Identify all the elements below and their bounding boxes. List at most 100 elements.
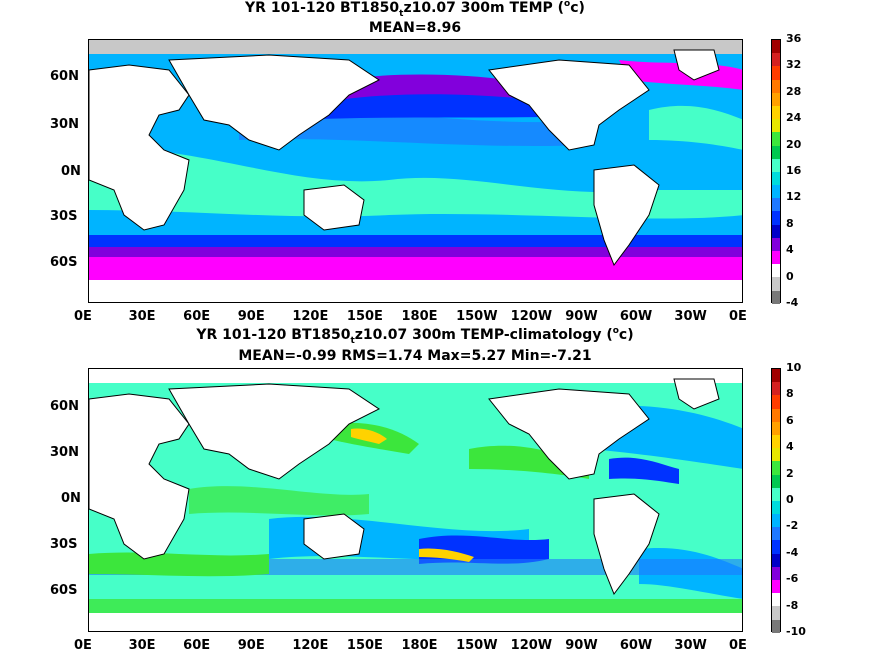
top-stats: MEAN=8.96 bbox=[368, 20, 462, 36]
colorbar-label: -4 bbox=[786, 296, 799, 309]
colorbar-label: 0 bbox=[786, 493, 794, 506]
colorbar-swatch bbox=[772, 211, 780, 225]
lon-label: 60E bbox=[183, 309, 211, 324]
colorbar-swatch bbox=[772, 145, 780, 159]
colorbar-swatch bbox=[772, 290, 780, 304]
lon-label: 90W bbox=[565, 638, 598, 653]
colorbar-swatch bbox=[772, 158, 780, 172]
top-lat-60n: 60N bbox=[50, 69, 79, 84]
top-lat-30n: 30N bbox=[50, 117, 79, 132]
top-lat-60s: 60S bbox=[50, 255, 78, 270]
bottom-lat-30n: 30N bbox=[50, 445, 79, 460]
colorbar-swatch bbox=[772, 448, 780, 462]
colorbar-swatch bbox=[772, 105, 780, 120]
colorbar-swatch bbox=[772, 40, 780, 54]
colorbar-label: 28 bbox=[786, 84, 802, 98]
lon-label: 30W bbox=[674, 309, 707, 324]
top-title: YR 101-120 BT1850tz10.07 300m TEMP (oc) bbox=[245, 0, 585, 19]
lon-label: 30E bbox=[128, 309, 156, 324]
colorbar-swatch bbox=[772, 92, 780, 106]
colorbar-label: 0 bbox=[786, 269, 794, 283]
colorbar-label: -2 bbox=[786, 519, 799, 533]
lon-label: 150W bbox=[456, 309, 498, 324]
colorbar-swatch bbox=[772, 119, 780, 133]
colorbar-label: -4 bbox=[786, 545, 799, 559]
colorbar-label: 8 bbox=[786, 216, 794, 230]
colorbar-swatch bbox=[772, 527, 780, 541]
lon-label: 120W bbox=[510, 638, 553, 653]
lon-label: 0E bbox=[729, 309, 747, 324]
colorbar-label: 24 bbox=[786, 111, 802, 125]
top-map bbox=[88, 39, 743, 303]
lon-label: 0E bbox=[74, 309, 92, 324]
colorbar-swatch bbox=[772, 500, 780, 515]
colorbar-swatch bbox=[772, 593, 780, 607]
top-lat-0n: 0N bbox=[61, 164, 81, 179]
lon-label: 120E bbox=[292, 638, 329, 653]
colorbar-label: -6 bbox=[786, 572, 799, 586]
lon-label: 150W bbox=[456, 638, 498, 653]
colorbar-swatch bbox=[772, 461, 780, 475]
colorbar-label: 12 bbox=[786, 190, 802, 204]
bottom-title: YR 101-120 BT1850tz10.07 300m TEMP-clima… bbox=[196, 326, 634, 346]
colorbar-swatch bbox=[772, 434, 780, 449]
top-colorbar bbox=[771, 39, 781, 304]
lon-label: 180E bbox=[401, 309, 438, 324]
colorbar-swatch bbox=[772, 395, 780, 409]
colorbar-swatch bbox=[772, 224, 780, 238]
colorbar-swatch bbox=[772, 408, 780, 422]
colorbar-swatch bbox=[772, 53, 780, 67]
colorbar-label: -10 bbox=[786, 625, 806, 638]
bottom-map bbox=[88, 368, 743, 632]
lon-label: 30E bbox=[128, 638, 156, 653]
colorbar-label: 20 bbox=[786, 137, 802, 151]
lon-label: 90W bbox=[565, 309, 598, 324]
colorbar-label: 6 bbox=[786, 413, 794, 427]
colorbar-swatch bbox=[772, 514, 780, 528]
colorbar-label: 32 bbox=[786, 58, 802, 72]
lon-label: 60E bbox=[183, 638, 211, 653]
lon-label: 60W bbox=[619, 638, 653, 653]
colorbar-swatch bbox=[772, 264, 780, 278]
colorbar-label: 10 bbox=[786, 361, 802, 374]
top-map-field bbox=[89, 40, 742, 302]
bottom-map-field bbox=[89, 369, 742, 631]
colorbar-swatch bbox=[772, 553, 780, 567]
colorbar-swatch bbox=[772, 606, 780, 620]
colorbar-swatch bbox=[772, 421, 780, 435]
lon-label: 120W bbox=[510, 309, 553, 324]
colorbar-label: 2 bbox=[786, 466, 794, 480]
colorbar-swatch bbox=[772, 66, 780, 80]
colorbar-swatch bbox=[772, 198, 780, 212]
colorbar-swatch bbox=[772, 171, 780, 186]
colorbar-swatch bbox=[772, 369, 780, 383]
colorbar-swatch bbox=[772, 79, 780, 93]
colorbar-label: -8 bbox=[786, 598, 799, 612]
colorbar-swatch bbox=[772, 132, 780, 146]
lon-label: 90E bbox=[237, 309, 265, 324]
lon-label: 60W bbox=[619, 309, 653, 324]
bottom-stats: MEAN=-0.99 RMS=1.74 Max=5.27 Min=-7.21 bbox=[238, 348, 592, 364]
lon-label: 30W bbox=[674, 638, 707, 653]
lon-label: 0E bbox=[74, 638, 92, 653]
bottom-lat-0n: 0N bbox=[61, 491, 81, 506]
bottom-lat-30s: 30S bbox=[50, 537, 78, 552]
colorbar-swatch bbox=[772, 540, 780, 554]
lon-label: 150E bbox=[346, 309, 383, 324]
colorbar-swatch bbox=[772, 185, 780, 199]
colorbar-swatch bbox=[772, 474, 780, 488]
colorbar-swatch bbox=[772, 277, 780, 291]
lon-label: 90E bbox=[237, 638, 265, 653]
colorbar-label: 8 bbox=[786, 387, 794, 401]
colorbar-swatch bbox=[772, 566, 780, 580]
colorbar-swatch bbox=[772, 619, 780, 633]
colorbar-swatch bbox=[772, 251, 780, 265]
colorbar-swatch bbox=[772, 237, 780, 251]
top-lat-30s: 30S bbox=[50, 209, 78, 224]
colorbar-swatch bbox=[772, 382, 780, 396]
colorbar-label: 16 bbox=[786, 164, 802, 177]
colorbar-label: 4 bbox=[786, 440, 794, 454]
lon-label: 180E bbox=[401, 638, 438, 653]
lon-label: 120E bbox=[292, 309, 329, 324]
colorbar-swatch bbox=[772, 487, 780, 501]
